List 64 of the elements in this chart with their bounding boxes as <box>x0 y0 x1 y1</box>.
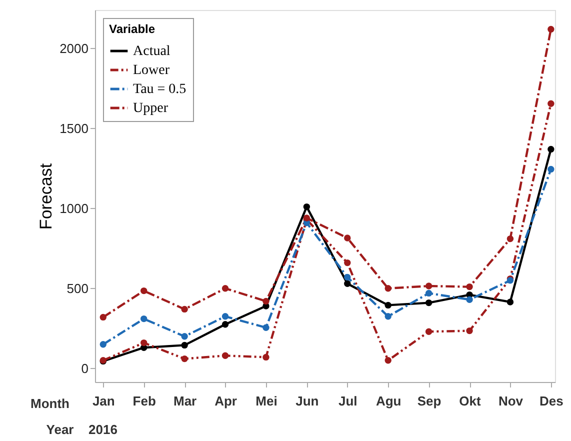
point <box>181 355 188 362</box>
x-tick-label: Jan <box>92 394 115 408</box>
point <box>506 235 514 242</box>
point <box>384 302 392 309</box>
point <box>181 333 188 340</box>
x-tick-label: Jul <box>338 394 358 408</box>
point <box>466 283 473 290</box>
y-axis-title: Forecast <box>36 163 56 230</box>
text: Year <box>46 422 74 437</box>
point <box>548 146 554 153</box>
x-tick-label: Mei <box>256 394 278 408</box>
point <box>548 166 554 173</box>
y-tick-label: 0 <box>81 360 88 376</box>
x-tick-label: Nov <box>498 394 524 408</box>
y-tick-label: 2000 <box>60 40 88 56</box>
point <box>344 280 351 287</box>
x-axis-title: Month <box>30 396 70 411</box>
point <box>181 342 188 349</box>
point <box>506 298 514 306</box>
legend-title: Variable <box>109 22 156 36</box>
point <box>384 357 392 364</box>
point <box>140 287 148 294</box>
y-tick-label: 1500 <box>60 120 88 136</box>
point <box>548 100 554 107</box>
point <box>262 324 270 331</box>
point <box>425 290 432 297</box>
text: 2016 <box>88 422 118 437</box>
point <box>140 339 148 346</box>
point <box>466 296 473 303</box>
point <box>181 306 188 313</box>
point <box>425 282 432 290</box>
point <box>344 274 351 281</box>
x-tick-label: Apr <box>214 394 237 408</box>
x-tick-label: Agu <box>376 394 402 408</box>
point <box>344 234 351 242</box>
y-tick-label: 500 <box>66 280 88 296</box>
x-tick-label: Feb <box>132 394 156 408</box>
legend-label: Lower <box>133 63 170 78</box>
point <box>344 259 351 266</box>
legend-label: Actual <box>133 44 170 59</box>
point <box>222 321 229 328</box>
point <box>303 203 310 210</box>
x-tick-label: Sep <box>417 394 442 408</box>
y-tick-label: 1000 <box>60 200 88 216</box>
x-tick-label: Mar <box>173 394 197 408</box>
point <box>222 313 229 320</box>
x-tick-label: Jun <box>296 394 319 408</box>
point <box>100 314 106 321</box>
point <box>384 285 392 292</box>
point <box>222 285 229 292</box>
point <box>425 299 432 306</box>
x-tick-label: Okt <box>459 394 482 408</box>
point <box>548 26 554 33</box>
legend-label: Tau = 0.5 <box>133 82 186 97</box>
legend-label: Upper <box>133 101 168 116</box>
point <box>262 354 270 361</box>
x-tick-label: Des <box>540 394 564 408</box>
point <box>425 328 432 335</box>
point <box>140 315 148 322</box>
point <box>466 327 473 334</box>
point <box>222 352 229 359</box>
point <box>100 341 106 348</box>
point <box>262 298 270 305</box>
point <box>384 313 392 320</box>
